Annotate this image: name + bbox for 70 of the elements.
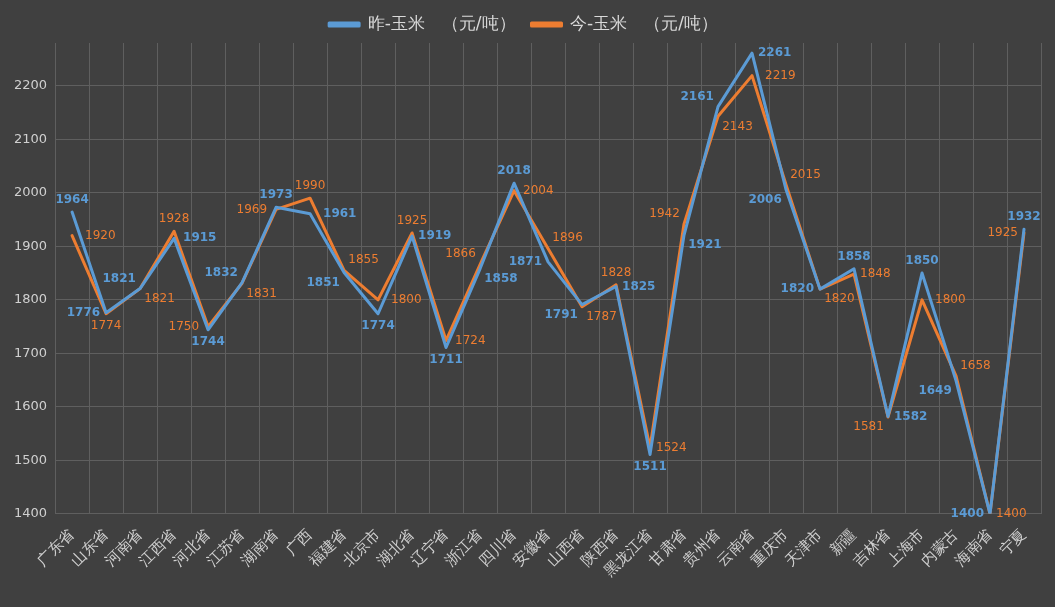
y-tick-label: 2000 (13, 184, 48, 200)
data-label: 1821 (144, 290, 175, 305)
data-label: 1821 (102, 270, 136, 285)
data-label: 1828 (600, 264, 632, 279)
data-label: 1774 (90, 317, 122, 332)
data-label: 1855 (348, 252, 379, 267)
data-label: 1973 (259, 187, 293, 202)
data-label: 1825 (622, 278, 656, 293)
data-label: 1928 (158, 211, 190, 226)
data-label: 1774 (361, 317, 395, 332)
data-label: 1820 (780, 281, 815, 296)
data-label: 1919 (418, 228, 452, 243)
data-label: 1858 (837, 248, 871, 263)
data-label: 1724 (455, 332, 486, 347)
data-label: 1964 (55, 192, 89, 207)
data-label: 1850 (905, 253, 939, 268)
data-label: 1524 (656, 439, 687, 454)
data-label: 1920 (85, 227, 116, 242)
y-tick-label: 1600 (13, 398, 48, 414)
data-label: 1400 (996, 505, 1027, 520)
y-tick-label: 1400 (13, 505, 48, 521)
data-label: 1925 (987, 225, 1019, 240)
data-label: 1711 (429, 351, 463, 366)
data-label: 1851 (306, 274, 340, 289)
data-label: 1932 (1007, 209, 1041, 224)
data-label: 2219 (765, 67, 796, 82)
y-tick-label: 2100 (13, 130, 48, 146)
legend-label: 昨-玉米 （元/吨） (367, 12, 516, 33)
data-label: 1921 (688, 237, 722, 252)
y-tick-label: 1500 (13, 451, 48, 467)
data-label: 1915 (183, 230, 217, 245)
data-label: 1990 (294, 178, 326, 193)
data-label: 1942 (649, 205, 680, 220)
data-label: 1961 (323, 205, 357, 220)
y-tick-label: 1700 (13, 344, 48, 360)
data-label: 1776 (66, 304, 101, 319)
data-label: 1832 (204, 264, 238, 279)
data-label: 2018 (497, 163, 531, 178)
data-label: 1511 (633, 458, 667, 473)
data-label: 1800 (391, 291, 422, 306)
data-label: 2015 (790, 166, 821, 181)
data-label: 1866 (445, 246, 476, 261)
data-label: 1744 (191, 333, 225, 348)
y-tick-label: 1900 (13, 237, 48, 253)
data-label: 1925 (396, 213, 428, 228)
data-label: 2261 (758, 45, 792, 60)
data-label: 1750 (168, 318, 200, 333)
data-label: 1649 (918, 382, 952, 397)
data-label: 1831 (246, 285, 277, 300)
x-tick-label: 宁夏 (995, 525, 1030, 559)
y-tick-label: 2200 (13, 77, 48, 93)
data-label: 1400 (950, 505, 985, 520)
data-label: 1800 (935, 291, 966, 306)
data-label: 1791 (544, 306, 578, 321)
data-label: 2143 (722, 118, 753, 133)
legend-label: 今-玉米 （元/吨） (570, 12, 718, 33)
data-label: 2161 (680, 88, 714, 103)
data-label: 1896 (552, 230, 583, 245)
data-label: 1658 (960, 357, 991, 372)
data-label: 1582 (894, 408, 928, 423)
data-label: 1858 (484, 271, 518, 286)
y-tick-label: 1800 (13, 291, 48, 307)
data-label: 1820 (824, 291, 855, 306)
data-label: 1787 (586, 309, 617, 324)
data-label: 1848 (860, 266, 891, 281)
data-label: 1581 (853, 419, 884, 434)
data-label: 2004 (523, 182, 554, 197)
data-label: 1969 (236, 201, 268, 216)
data-label: 1871 (508, 253, 543, 268)
data-label: 2006 (748, 191, 782, 206)
